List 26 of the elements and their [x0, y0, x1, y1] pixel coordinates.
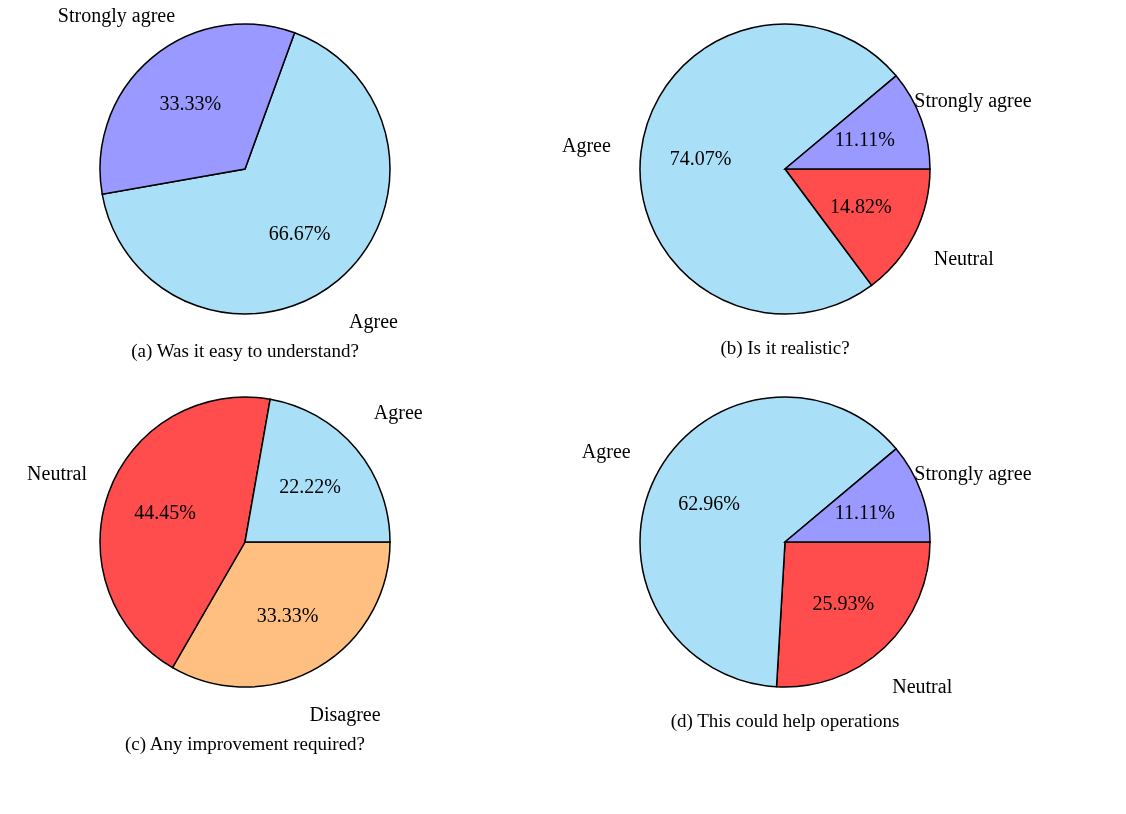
- data-label: 62.96%: [678, 491, 740, 514]
- slice-label: Strongly agree: [914, 461, 1032, 485]
- text: (c) Any improvement required?: [124, 733, 366, 756]
- data-label: 44.45%: [134, 500, 196, 523]
- slice-label: Neutral: [933, 246, 995, 269]
- slice-label: Disagree: [309, 703, 381, 727]
- data-label: 74.07%: [669, 147, 732, 170]
- slice-label: Neutral: [27, 461, 88, 484]
- text: (d) This could help operations: [670, 710, 900, 732]
- text: (a) Was it easy to understand?: [131, 340, 359, 363]
- text: (b) Is it realistic?: [720, 337, 850, 359]
- data-label: 22.22%: [279, 475, 341, 498]
- data-label: 33.33%: [159, 91, 222, 114]
- data-label: 25.93%: [812, 591, 875, 614]
- slice-label: Neutral: [892, 675, 953, 698]
- data-label: 66.67%: [268, 222, 331, 245]
- data-label: 33.33%: [256, 603, 319, 626]
- slice-label: Strongly agree: [57, 3, 176, 27]
- slice-label: Agree: [349, 310, 399, 334]
- slice-label: Agree: [581, 440, 631, 464]
- slice-label: Agree: [373, 401, 423, 425]
- data-label: 11.11%: [834, 127, 895, 150]
- slice-label: Agree: [561, 133, 611, 157]
- slice-label: Strongly agree: [914, 88, 1032, 112]
- data-label: 14.82%: [830, 195, 892, 218]
- data-label: 11.11%: [834, 500, 895, 523]
